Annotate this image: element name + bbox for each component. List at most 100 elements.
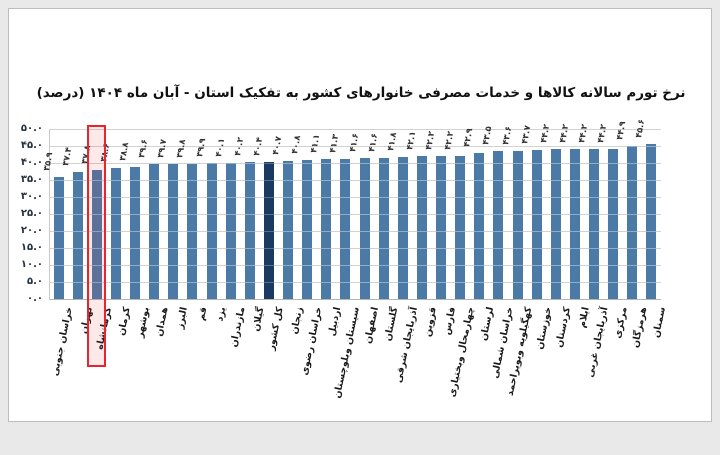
bar-value-label: ۴۰.۴: [252, 136, 266, 157]
bar: [608, 148, 619, 299]
bar-value-label: ۴۱.۶: [366, 132, 380, 153]
x-axis-label: کرمان: [115, 306, 133, 337]
x-axis-label: لرستان: [478, 306, 497, 342]
x-axis-label: کل کشور: [265, 306, 286, 352]
bar-value-label: ۴۰.۲: [232, 136, 247, 158]
highlight-box: [87, 125, 107, 367]
y-axis-tick-label: ۲۵.۰: [20, 208, 43, 219]
bar: [283, 160, 294, 299]
bar-value-label: ۴۴.۲: [558, 123, 572, 144]
gridline: [49, 265, 661, 266]
bar: [130, 167, 141, 299]
bar: [168, 164, 179, 299]
bar-value-label: ۴۵.۶: [634, 118, 648, 139]
x-axis-label: زنجان: [288, 306, 305, 336]
x-axis-label: گلستان: [382, 306, 401, 343]
bar-value-label: ۳۵.۹: [41, 151, 55, 172]
bar: [206, 163, 217, 299]
y-axis-tick-label: ۵۰.۰: [20, 123, 43, 134]
bar: [72, 171, 83, 299]
x-axis-label: مرکزی: [612, 306, 630, 340]
bar: [321, 159, 332, 299]
bar-value-label: ۴۰.۷: [271, 135, 285, 156]
gridline: [49, 299, 661, 300]
bar: [646, 143, 657, 299]
bar-value-label: ۳۹.۹: [194, 137, 208, 159]
gridline: [49, 163, 661, 164]
x-axis-label: خراسان جنوبی: [49, 306, 76, 377]
bar-value-label: ۴۴.۲: [577, 123, 591, 144]
bar: [225, 162, 236, 299]
bar: [550, 148, 561, 299]
bar: [436, 155, 447, 299]
bar: [589, 148, 600, 299]
gridline: [49, 248, 661, 249]
x-axis-label: البرز: [174, 306, 191, 330]
bar: [627, 146, 638, 299]
bar: [187, 163, 198, 299]
x-axis-label: کردستان: [553, 306, 573, 349]
y-axis-tick-label: ۳۰.۰: [20, 191, 43, 202]
y-axis-line: [49, 129, 50, 300]
bar: [244, 162, 255, 299]
y-axis-tick-label: ۰.۰: [26, 293, 43, 304]
gridline: [49, 282, 661, 283]
bar: [531, 150, 542, 299]
y-axis-tick-label: ۱۵.۰: [20, 242, 43, 253]
x-axis-label: یزد: [214, 306, 229, 323]
bar-value-label: ۳۸.۸: [118, 141, 132, 162]
bar: [91, 170, 102, 299]
x-axis-label: همدان: [153, 306, 171, 338]
bar: [512, 150, 523, 299]
bar-value-label: ۴۴.۲: [596, 123, 610, 144]
gridline: [49, 214, 661, 215]
plot-area: نرخ تورم سالانه کالاها و خدمات مصرفی خان…: [9, 9, 713, 423]
bar: [110, 167, 121, 299]
bar-value-label: ۴۲.۱: [405, 130, 419, 151]
chart-card: نرخ تورم سالانه کالاها و خدمات مصرفی خان…: [8, 8, 712, 422]
bar-value-label: ۴۱.۶: [347, 132, 361, 153]
x-axis-label: فارس: [441, 306, 458, 337]
y-axis-tick-label: ۲۰.۰: [20, 225, 43, 236]
bar-total: [263, 161, 274, 299]
bar: [397, 156, 408, 299]
y-axis-tick-label: ۵.۰: [26, 276, 43, 287]
bar: [416, 155, 427, 299]
bar-value-label: ۴۳.۷: [519, 124, 533, 146]
gridline: [49, 231, 661, 232]
x-axis-label: قم: [195, 306, 210, 322]
x-axis-label: اصفهان: [362, 306, 382, 345]
x-axis-label: قزوین: [421, 306, 439, 338]
bar: [149, 164, 160, 299]
gridline: [49, 197, 661, 198]
bar-value-label: ۴۳.۶: [500, 125, 514, 146]
gridline: [49, 180, 661, 181]
x-axis-label: ایلام: [576, 306, 592, 329]
x-axis-label: سمنان: [650, 306, 669, 339]
x-axis-label: هرمزگان: [629, 306, 650, 349]
bar: [302, 160, 313, 299]
bar: [53, 176, 64, 299]
gridline: [49, 146, 661, 147]
bar-value-label: ۴۱.۸: [385, 131, 400, 152]
x-axis-label: مازندران: [228, 306, 248, 349]
chart-title: نرخ تورم سالانه کالاها و خدمات مصرفی خان…: [36, 85, 686, 101]
bar-value-label: ۴۲.۲: [443, 130, 457, 151]
bar-value-label: ۴۰.۸: [290, 134, 304, 156]
bar-value-label: ۳۹.۸: [175, 138, 189, 159]
y-axis-tick-label: ۱۰.۰: [20, 259, 43, 270]
bar-value-label: ۴۲.۲: [424, 130, 438, 151]
bar-value-label: ۴۴.۹: [615, 120, 629, 142]
bar-value-label: ۴۴.۲: [538, 123, 553, 144]
bar-value-label: ۳۹.۷: [156, 138, 170, 159]
x-axis-label: خوزستان: [533, 306, 554, 351]
y-axis-tick-label: ۴۵.۰: [20, 140, 43, 151]
bar-value-label: ۳۹.۶: [137, 138, 151, 160]
bar: [455, 155, 466, 299]
bar: [340, 158, 351, 299]
bar-value-label: ۴۱.۱: [309, 133, 323, 155]
gridline: [49, 129, 661, 130]
x-axis-label: گیلان: [250, 306, 267, 333]
bar: [474, 153, 485, 299]
bar: [569, 148, 580, 299]
